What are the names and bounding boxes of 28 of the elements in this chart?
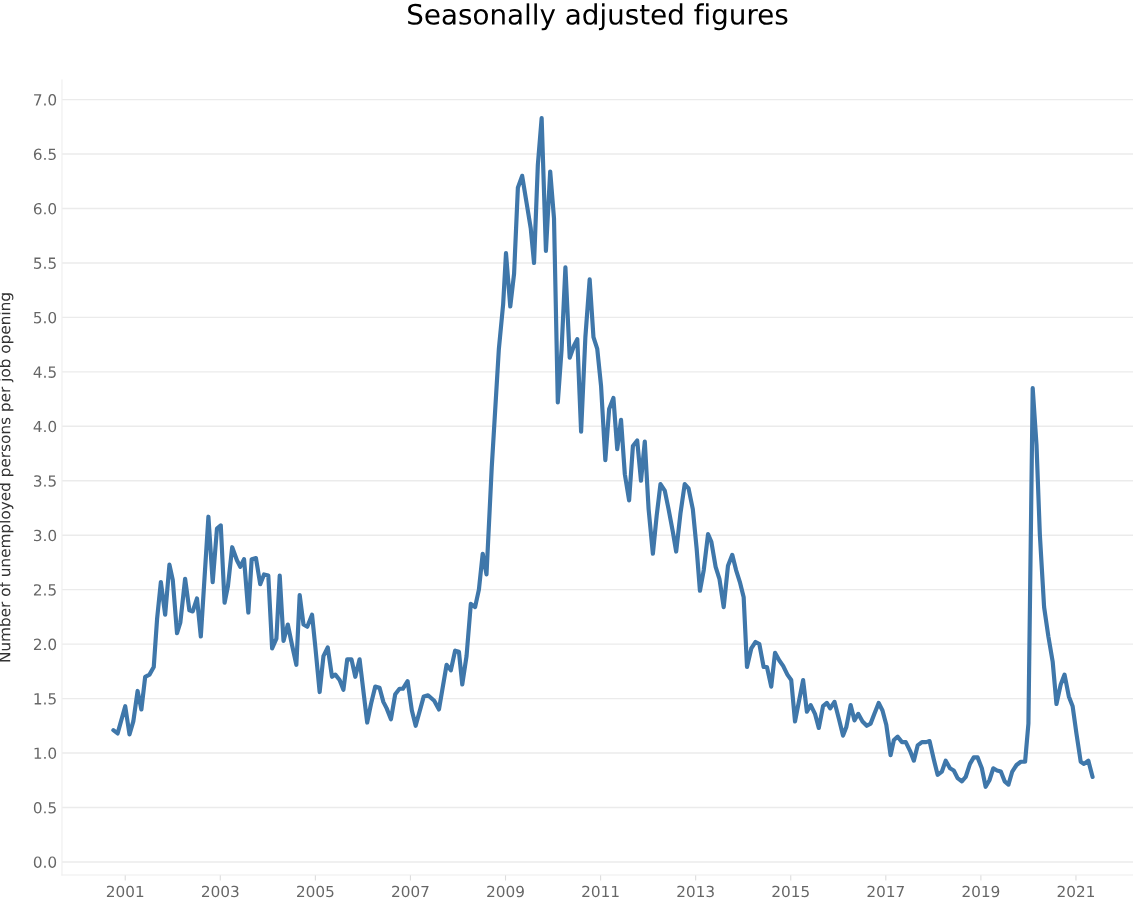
y-tick-label: 5.5 <box>34 257 56 269</box>
y-tick-label: 5.0 <box>34 311 57 324</box>
y-tick-label: 6.0 <box>33 202 57 215</box>
y-tick-label: 1.5 <box>34 693 56 705</box>
y-tick-label: 7.0 <box>34 94 57 106</box>
y-tick-label: 0.0 <box>33 856 57 868</box>
y-tick-label: 2.5 <box>33 584 56 596</box>
x-tick-label: 2015 <box>772 885 809 898</box>
y-tick-label: 0.5 <box>33 801 56 814</box>
x-tick-label: 2007 <box>392 885 429 898</box>
x-tick-label: 2009 <box>487 885 524 898</box>
x-tick-label: 2011 <box>582 885 619 898</box>
x-tick-label: 2003 <box>201 885 239 898</box>
x-tick-label: 2005 <box>297 885 334 898</box>
x-tick-label: 2013 <box>677 885 714 898</box>
line-series <box>111 116 1095 789</box>
x-tick-label: 2021 <box>1057 885 1094 898</box>
chart-title: Seasonally adjusted figures <box>408 3 788 31</box>
x-tick-label: 2017 <box>867 885 904 898</box>
y-tick-label: 4.5 <box>33 366 56 378</box>
x-tick-label: 2001 <box>106 885 144 898</box>
x-tick-label: 2019 <box>962 885 1000 898</box>
y-tick-label: 2.0 <box>33 638 57 651</box>
y-tick-label: 6.5 <box>33 148 56 161</box>
y-tick-label: 3.5 <box>34 475 56 487</box>
y-tick-label: 4.0 <box>33 420 57 433</box>
y-tick-label: 1.0 <box>34 747 57 760</box>
y-tick-label: 3.0 <box>34 529 57 542</box>
